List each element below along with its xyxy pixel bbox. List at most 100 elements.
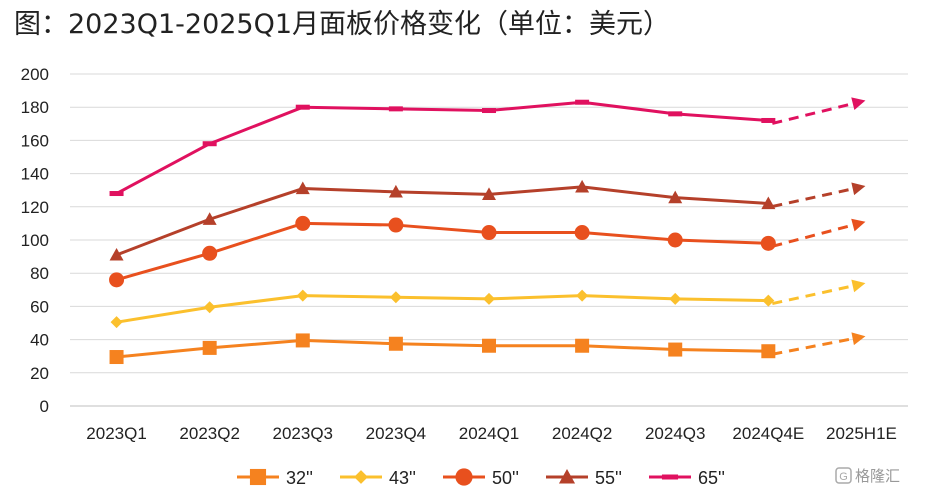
data-point	[481, 225, 497, 241]
x-tick-label: 2024Q1	[459, 424, 520, 443]
data-point	[203, 301, 216, 314]
legend-item: 55''	[546, 468, 622, 488]
series-line	[116, 221, 769, 282]
y-tick-label: 0	[40, 397, 49, 416]
watermark-text: 格隆汇	[855, 467, 900, 485]
data-point	[295, 104, 310, 110]
data-point	[388, 336, 403, 351]
legend-item: 43''	[340, 468, 416, 488]
data-point	[669, 292, 682, 305]
data-point	[389, 291, 402, 304]
series-4	[109, 97, 866, 197]
series-lines	[109, 97, 866, 365]
legend-swatch-marker	[249, 468, 267, 486]
data-point	[482, 338, 496, 353]
projection-arrowhead	[851, 332, 866, 346]
series-2	[109, 215, 866, 288]
legend-swatch-marker	[661, 474, 679, 480]
data-point	[202, 245, 218, 261]
data-point	[295, 215, 311, 231]
series-line	[116, 338, 769, 359]
data-point	[388, 106, 403, 112]
data-point	[388, 217, 404, 233]
data-point	[760, 235, 776, 251]
gelonghui-logo-icon	[835, 467, 852, 484]
y-tick-label: 100	[21, 231, 49, 250]
data-point	[109, 191, 124, 197]
legend-label: 50''	[492, 468, 519, 488]
x-tick-label: 2024Q2	[552, 424, 613, 443]
projection-arrowhead	[851, 218, 866, 232]
watermark: G 格隆汇	[835, 467, 900, 485]
data-point	[762, 294, 775, 307]
x-tick-label: 2023Q4	[366, 424, 427, 443]
data-point	[761, 196, 776, 210]
y-tick-label: 180	[21, 98, 49, 117]
data-point	[388, 184, 403, 198]
gelonghui-logo-glyph: G	[839, 471, 848, 483]
data-point	[668, 342, 683, 357]
legend: 32'' 43'' 50'' 55'' 65''	[237, 468, 725, 488]
data-point	[202, 212, 217, 225]
series-1	[110, 279, 866, 329]
data-point	[109, 247, 124, 261]
data-point	[668, 111, 683, 117]
y-tick-label: 140	[21, 165, 49, 184]
data-point	[482, 187, 496, 200]
projection-arrowhead	[851, 97, 866, 110]
data-point	[576, 289, 589, 302]
series-3	[109, 179, 866, 261]
legend-label: 65''	[698, 468, 725, 488]
legend-label: 55''	[595, 468, 622, 488]
series-line	[116, 294, 769, 324]
data-point	[202, 141, 217, 147]
projection-line	[772, 337, 853, 356]
projection-line	[772, 187, 854, 208]
projection-line	[771, 223, 854, 248]
projection-arrowhead	[851, 182, 866, 196]
data-point	[575, 179, 590, 193]
legend-swatch-marker	[558, 468, 576, 484]
x-axis-ticks: 2023Q1 2023Q2 2023Q3 2023Q4 2024Q1 2024Q2 2024…	[86, 424, 897, 443]
x-tick-label: 2023Q3	[273, 424, 334, 443]
y-tick-label: 200	[21, 65, 49, 84]
data-point	[482, 108, 496, 114]
legend-label: 43''	[389, 468, 416, 488]
data-point	[668, 190, 683, 204]
legend-item: 50''	[443, 468, 519, 488]
x-tick-label: 2024Q3	[645, 424, 706, 443]
data-point	[575, 338, 590, 353]
y-tick-label: 40	[30, 331, 49, 350]
series-line	[115, 100, 769, 195]
legend-swatch-marker	[354, 470, 368, 484]
data-point	[761, 117, 776, 123]
data-point	[575, 99, 590, 105]
y-tick-label: 120	[21, 198, 49, 217]
projection-arrowhead	[851, 279, 866, 293]
legend-item: 65''	[649, 468, 725, 488]
chart-title: 图：2023Q1-2025Q1月面板价格变化（单位：美元）	[14, 9, 671, 40]
data-point	[295, 181, 310, 195]
data-point	[667, 232, 683, 248]
x-tick-label: 2023Q2	[179, 424, 240, 443]
data-point	[761, 344, 776, 359]
data-point	[483, 292, 495, 305]
y-axis-ticks: 0 20 40 60 80 100 120 140 160 180 200	[21, 65, 49, 416]
legend-item: 32''	[237, 468, 313, 488]
data-point	[296, 289, 309, 302]
legend-label: 32''	[286, 468, 313, 488]
x-tick-label: 2023Q1	[86, 424, 147, 443]
y-tick-label: 20	[30, 364, 49, 383]
data-point	[109, 350, 124, 365]
y-tick-label: 160	[21, 131, 49, 150]
projection-line	[772, 284, 854, 306]
y-tick-label: 80	[30, 264, 49, 283]
data-point	[110, 316, 123, 329]
data-point	[574, 225, 590, 241]
data-point	[109, 272, 125, 288]
data-point	[202, 340, 217, 355]
series-0	[109, 332, 866, 365]
series-line	[116, 185, 769, 257]
legend-swatch-marker	[455, 468, 473, 486]
